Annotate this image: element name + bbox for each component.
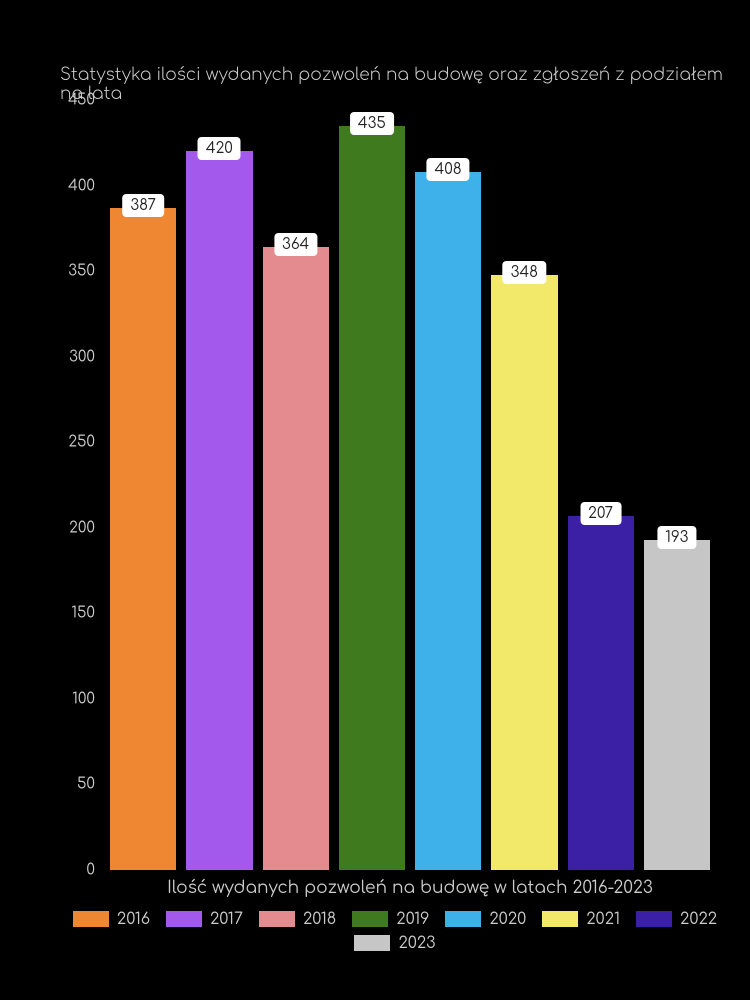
legend-label: 2018: [303, 910, 336, 928]
y-tick-label: 300: [69, 348, 95, 365]
bar-wrapper: 207: [568, 100, 634, 870]
legend-label: 2019: [396, 910, 429, 928]
chart-container: Statystyka ilości wydanych pozwoleń na b…: [0, 0, 750, 1000]
legend: 2016 2017 2018 2019 2020 2021 2022 2023: [60, 910, 730, 952]
legend-label: 2021: [586, 910, 620, 928]
bar-value-label: 420: [198, 137, 241, 160]
bar-2023: 193: [644, 540, 710, 870]
legend-item-2018: 2018: [259, 910, 336, 928]
y-tick-label: 100: [72, 690, 95, 707]
bar-value-label: 364: [274, 233, 317, 256]
bar-2020: 408: [415, 172, 481, 870]
bar-wrapper: 408: [415, 100, 481, 870]
bars-group: 387420364435408348207193: [100, 100, 720, 870]
y-tick-label: 50: [77, 776, 95, 793]
legend-label: 2020: [489, 910, 526, 928]
bar-2018: 364: [263, 247, 329, 870]
legend-swatch: [259, 911, 295, 927]
bar-wrapper: 387: [110, 100, 176, 870]
bar-2019: 435: [339, 126, 405, 870]
legend-label: 2022: [680, 910, 717, 928]
legend-swatch: [352, 911, 388, 927]
legend-swatch: [636, 911, 672, 927]
legend-label: 2023: [398, 934, 435, 952]
bar-value-label: 435: [350, 112, 394, 135]
legend-label: 2016: [117, 910, 150, 928]
legend-swatch: [445, 911, 481, 927]
legend-swatch: [166, 911, 202, 927]
legend-swatch: [542, 911, 578, 927]
legend-item-2022: 2022: [636, 910, 717, 928]
legend-item-2021: 2021: [542, 910, 620, 928]
legend-item-2016: 2016: [73, 910, 150, 928]
bar-2017: 420: [186, 151, 252, 870]
y-tick-label: 400: [68, 177, 95, 194]
legend-item-2017: 2017: [166, 910, 243, 928]
bar-2022: 207: [568, 516, 634, 870]
y-tick-label: 0: [86, 862, 95, 879]
bar-value-label: 207: [580, 502, 621, 525]
legend-swatch: [73, 911, 109, 927]
y-tick-label: 200: [69, 519, 95, 536]
chart-title: Statystyka ilości wydanych pozwoleń na b…: [60, 65, 730, 103]
bar-wrapper: 435: [339, 100, 405, 870]
bar-value-label: 408: [427, 158, 470, 181]
y-axis: 050100150200250300350400450: [50, 100, 95, 870]
bar-2021: 348: [491, 275, 557, 870]
bar-wrapper: 193: [644, 100, 710, 870]
y-tick-label: 250: [68, 434, 95, 451]
plot-area: 387420364435408348207193: [100, 100, 720, 870]
y-tick-label: 350: [68, 263, 95, 280]
legend-item-2019: 2019: [352, 910, 429, 928]
bar-wrapper: 348: [491, 100, 557, 870]
bar-wrapper: 420: [186, 100, 252, 870]
bar-2016: 387: [110, 208, 176, 870]
bar-wrapper: 364: [263, 100, 329, 870]
y-tick-label: 450: [68, 92, 95, 109]
legend-item-2023: 2023: [354, 934, 435, 952]
legend-item-2020: 2020: [445, 910, 526, 928]
legend-label: 2017: [210, 910, 243, 928]
x-axis-label: Ilość wydanych pozwoleń na budowę w lata…: [100, 878, 720, 897]
legend-swatch: [354, 935, 390, 951]
bar-value-label: 387: [122, 194, 164, 217]
bar-value-label: 348: [503, 261, 546, 284]
bar-value-label: 193: [657, 526, 696, 549]
y-tick-label: 150: [71, 605, 95, 622]
